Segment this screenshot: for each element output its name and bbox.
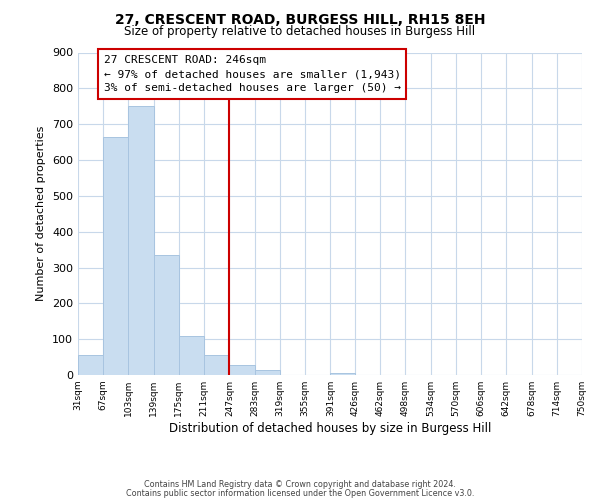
Bar (103, 136, 128, 375)
Bar (179, 336, 204, 375)
Text: Size of property relative to detached houses in Burgess Hill: Size of property relative to detached ho… (124, 25, 476, 38)
Bar (331, 373, 355, 375)
Bar (204, 356, 229, 375)
Bar (78, 356, 103, 375)
Bar (254, 370, 280, 375)
Text: Contains HM Land Registry data © Crown copyright and database right 2024.: Contains HM Land Registry data © Crown c… (144, 480, 456, 489)
Bar (154, 255, 179, 375)
Text: Contains public sector information licensed under the Open Government Licence v3: Contains public sector information licen… (126, 488, 474, 498)
Text: 27 CRESCENT ROAD: 246sqm
← 97% of detached houses are smaller (1,943)
3% of semi: 27 CRESCENT ROAD: 246sqm ← 97% of detach… (104, 55, 401, 93)
Bar (229, 365, 254, 375)
X-axis label: Distribution of detached houses by size in Burgess Hill: Distribution of detached houses by size … (169, 422, 491, 435)
Y-axis label: Number of detached properties: Number of detached properties (37, 126, 46, 302)
Bar (128, 106, 154, 375)
Text: 27, CRESCENT ROAD, BURGESS HILL, RH15 8EH: 27, CRESCENT ROAD, BURGESS HILL, RH15 8E… (115, 12, 485, 26)
